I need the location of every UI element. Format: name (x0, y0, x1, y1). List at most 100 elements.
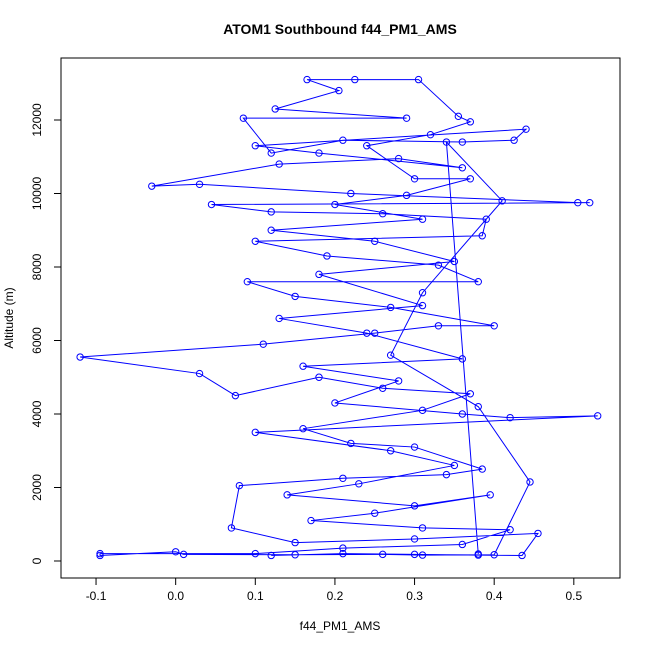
data-point (339, 549, 347, 558)
data-point (386, 351, 395, 359)
data-point (466, 175, 474, 183)
data-point (195, 180, 204, 189)
data-point (235, 481, 244, 490)
data-point (171, 548, 180, 556)
plot-frame (60, 57, 621, 579)
data-point (299, 362, 307, 370)
data-point (506, 526, 514, 534)
data-point (402, 191, 411, 200)
data-point (410, 535, 419, 543)
data-point (307, 516, 315, 525)
data-point (283, 491, 291, 499)
data-point (474, 402, 482, 411)
x-tick-label: -0.1 (86, 589, 107, 603)
data-point (195, 369, 204, 378)
y-tick-label: 2000 (30, 474, 44, 501)
data-point (458, 540, 467, 549)
data-point (410, 550, 419, 559)
y-tick-label: 10000 (30, 176, 44, 210)
data-point (267, 208, 275, 216)
data-point (339, 136, 347, 144)
data-point (418, 524, 427, 532)
data-point (347, 439, 355, 448)
data-point (267, 551, 275, 560)
data-point (267, 149, 275, 157)
data-point (418, 301, 427, 310)
data-point (574, 198, 582, 207)
y-axis-label: Altitude (m) (2, 287, 16, 348)
data-point (315, 270, 323, 279)
data-point (458, 164, 467, 172)
data-point (379, 384, 387, 392)
data-point (251, 549, 259, 558)
data-point (271, 105, 279, 113)
data-point (490, 551, 498, 559)
data-point (586, 198, 594, 207)
data-point (355, 480, 363, 488)
data-point (498, 197, 506, 205)
data-point (363, 142, 371, 150)
data-point (331, 399, 339, 407)
data-point (474, 550, 482, 558)
data-point (179, 550, 188, 559)
data-point (486, 491, 494, 499)
chart-title: ATOM1 Southbound f44_PM1_AMS (223, 21, 457, 37)
data-point (371, 237, 379, 245)
x-tick-label: 0.3 (406, 589, 423, 603)
data-point (231, 391, 240, 400)
data-point (291, 551, 299, 559)
data-point (418, 215, 427, 223)
data-point (402, 114, 411, 122)
data-point (303, 75, 311, 84)
data-point (96, 551, 104, 560)
data-point (410, 502, 419, 510)
data-line (80, 79, 598, 556)
data-point (371, 329, 379, 337)
data-point (227, 524, 236, 532)
data-point (458, 410, 467, 418)
data-point (267, 226, 275, 234)
data-point (251, 142, 259, 150)
y-tick-label: 6000 (30, 327, 44, 354)
y-tick-label: 0 (30, 557, 44, 564)
data-point (534, 529, 542, 538)
data-point (148, 182, 156, 190)
data-point (394, 154, 403, 163)
data-point (394, 377, 403, 385)
data-point (458, 138, 467, 146)
data-point (510, 136, 518, 144)
data-point (379, 550, 387, 559)
data-point (410, 443, 419, 451)
data-point (478, 465, 486, 473)
data-point (275, 314, 283, 323)
data-point (323, 252, 331, 260)
data-point (251, 237, 259, 245)
y-tick-label: 4000 (30, 400, 44, 427)
data-point (76, 353, 84, 361)
data-point (466, 390, 474, 398)
data-point (442, 138, 451, 146)
x-tick-label: 0.4 (486, 589, 503, 603)
data-point (506, 413, 514, 422)
y-tick-label: 8000 (30, 253, 44, 280)
data-point (594, 412, 602, 420)
data-point (339, 474, 347, 482)
data-point (454, 112, 463, 121)
data-point (299, 424, 307, 433)
data-point (251, 428, 259, 437)
data-point (414, 75, 423, 84)
data-point (442, 470, 451, 479)
x-tick-label: 0.0 (167, 589, 184, 603)
data-point (450, 257, 459, 266)
data-point (347, 189, 355, 198)
data-point (474, 277, 482, 286)
data-point (363, 329, 371, 337)
data-point (478, 232, 486, 240)
data-point (291, 292, 299, 301)
data-point (522, 125, 530, 133)
data-point (275, 160, 283, 168)
data-point (331, 200, 339, 209)
x-axis-label: f44_PM1_AMS (300, 619, 381, 633)
data-point (526, 478, 534, 486)
